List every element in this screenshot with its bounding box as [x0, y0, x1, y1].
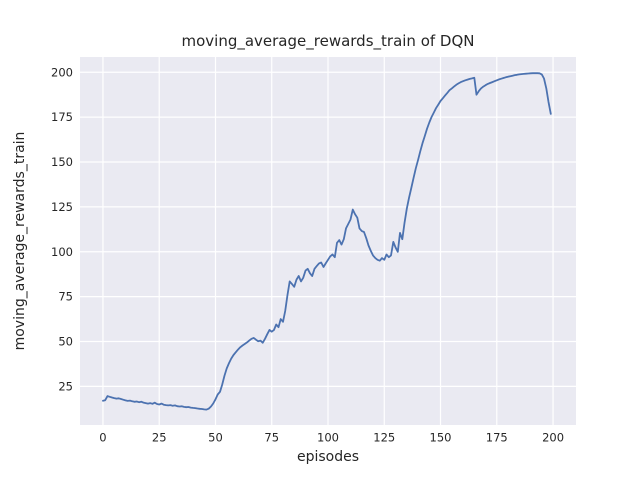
y-axis-label: moving_average_rewards_train	[12, 132, 28, 351]
y-tick-label: 200	[51, 65, 73, 79]
y-tick-label: 25	[58, 379, 73, 393]
x-tick-label: 25	[152, 431, 167, 445]
x-tick-label: 150	[430, 431, 452, 445]
y-tick-label: 50	[58, 335, 73, 349]
tick-labels: 0 25 50 75 100 125 150 175 200 25 50 75 100 125 150 175…	[51, 65, 564, 444]
y-tick-label: 75	[58, 290, 73, 304]
x-tick-label: 125	[373, 431, 395, 445]
y-tick-label: 150	[51, 155, 73, 169]
y-tick-label: 125	[51, 200, 73, 214]
x-axis-label: episodes	[297, 449, 359, 465]
x-tick-label: 100	[317, 431, 339, 445]
reward-line	[102, 72, 552, 411]
x-tick-label: 200	[542, 431, 564, 445]
y-tick-label: 100	[51, 245, 73, 259]
x-tick-label: 50	[208, 431, 223, 445]
x-tick-label: 0	[99, 431, 106, 445]
x-tick-label: 175	[486, 431, 508, 445]
y-tick-label: 175	[51, 110, 73, 124]
plot-area	[80, 57, 576, 425]
x-tick-label: 75	[264, 431, 279, 445]
chart-title: moving_average_rewards_train of DQN	[181, 32, 474, 51]
